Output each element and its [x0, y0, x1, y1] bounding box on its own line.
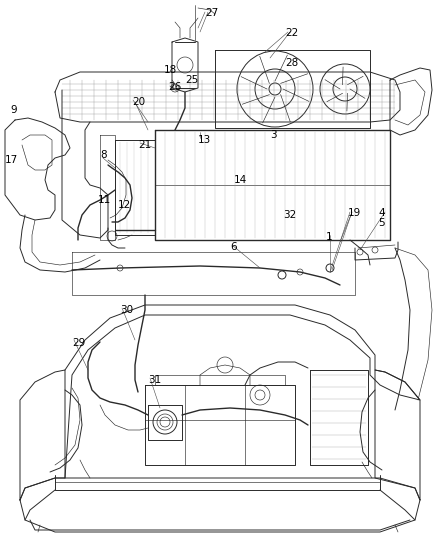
Text: 29: 29	[72, 338, 85, 348]
Text: 28: 28	[285, 58, 298, 68]
Text: 3: 3	[270, 130, 277, 140]
Text: 13: 13	[198, 135, 211, 145]
Text: 21: 21	[138, 140, 151, 150]
Text: 25: 25	[185, 75, 198, 85]
Text: 14: 14	[234, 175, 247, 185]
Text: 18: 18	[164, 65, 177, 75]
Text: 5: 5	[378, 218, 385, 228]
Text: 4: 4	[378, 208, 385, 218]
Text: 9: 9	[10, 105, 17, 115]
Text: 27: 27	[205, 8, 218, 18]
Text: 31: 31	[148, 375, 161, 385]
Text: 19: 19	[348, 208, 361, 218]
Text: 17: 17	[5, 155, 18, 165]
Text: 22: 22	[285, 28, 298, 38]
Text: 6: 6	[230, 242, 237, 252]
Text: 32: 32	[283, 210, 296, 220]
Text: 8: 8	[100, 150, 106, 160]
Text: 30: 30	[120, 305, 133, 315]
Text: 11: 11	[98, 195, 111, 205]
Text: 26: 26	[168, 82, 181, 92]
Text: 12: 12	[118, 200, 131, 210]
Text: 1: 1	[326, 232, 332, 242]
Text: 20: 20	[132, 97, 145, 107]
